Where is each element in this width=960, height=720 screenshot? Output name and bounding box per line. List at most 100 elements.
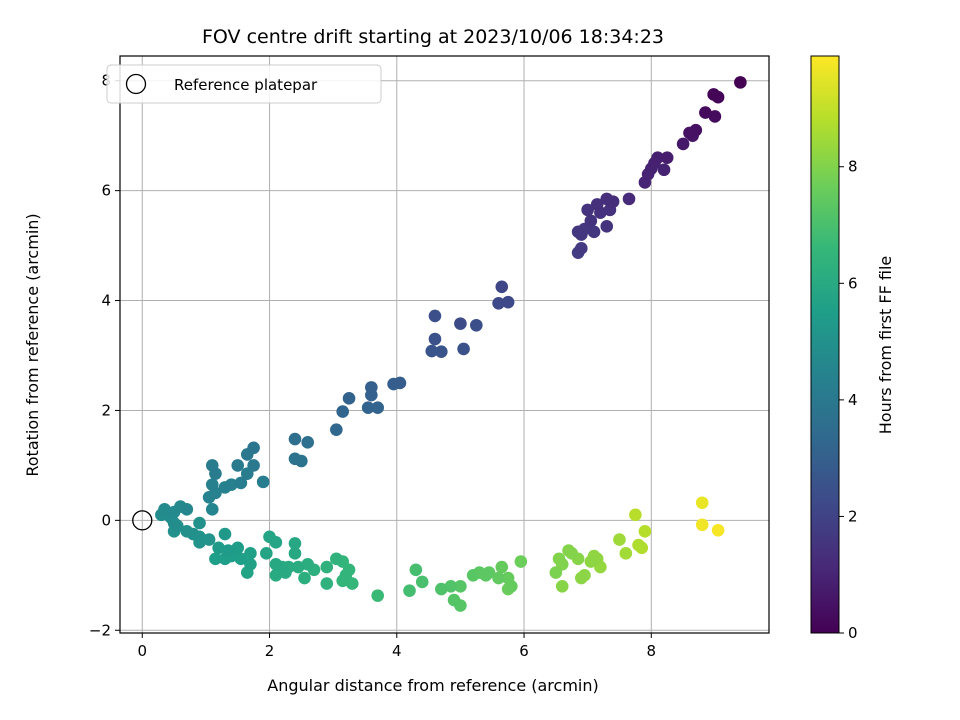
data-point [320, 577, 334, 590]
chart-title: FOV centre drift starting at 2023/10/06 … [202, 26, 664, 48]
data-point [555, 579, 569, 593]
data-point [409, 563, 423, 577]
data-point [205, 459, 219, 472]
data-point [288, 537, 302, 550]
data-point [707, 88, 720, 101]
data-point [205, 478, 219, 491]
data-point [657, 163, 671, 177]
data-point [425, 344, 439, 358]
data-point [180, 525, 194, 538]
data-point [234, 476, 248, 490]
data-point [256, 475, 270, 489]
y-tick-label: 8 [101, 72, 111, 90]
data-point [269, 558, 283, 571]
data-point [578, 569, 591, 582]
data-point [371, 401, 384, 414]
y-tick-label: −2 [89, 621, 111, 639]
data-point [371, 589, 384, 602]
data-point [269, 536, 283, 549]
data-point [301, 558, 315, 571]
legend-label: Reference platepar [174, 76, 318, 94]
data-point [428, 309, 442, 323]
data-point [218, 481, 232, 494]
data-point [288, 452, 302, 466]
data-point [202, 533, 216, 546]
data-point [180, 503, 194, 516]
y-axis-label: Rotation from reference (arcmin) [23, 213, 42, 476]
points-layer [155, 76, 747, 612]
data-point [587, 225, 601, 239]
data-point [342, 392, 356, 405]
data-point [584, 214, 598, 228]
y-ticks: −2 0 2 4 6 8 [89, 72, 120, 639]
data-point [193, 516, 206, 530]
colorbar: 0 2 4 6 8 Hours from first FF file [810, 55, 895, 642]
data-point [209, 552, 222, 566]
data-point [600, 192, 614, 206]
data-point [470, 318, 483, 332]
data-point [428, 332, 442, 346]
data-point [632, 538, 645, 552]
reference-layer [132, 510, 153, 531]
data-point [260, 547, 273, 560]
data-point [435, 345, 448, 358]
data-point [492, 296, 505, 310]
data-point [638, 525, 652, 538]
data-point [619, 547, 633, 560]
data-point [689, 123, 703, 137]
data-point [403, 584, 416, 597]
data-point [231, 541, 245, 555]
data-point [734, 76, 747, 89]
data-point [466, 569, 480, 582]
data-point [492, 571, 505, 585]
x-tick-label: 2 [265, 642, 275, 660]
data-point [158, 503, 171, 516]
data-point [320, 560, 334, 574]
data-point [447, 593, 461, 607]
data-point [301, 436, 315, 449]
data-point [231, 459, 245, 472]
data-point [514, 555, 528, 568]
x-tick-label: 6 [519, 642, 529, 660]
y-tick-label: 2 [101, 401, 111, 419]
data-point [676, 137, 690, 151]
data-point [708, 110, 722, 123]
data-point [629, 508, 642, 522]
data-point [495, 280, 509, 294]
data-point [660, 151, 674, 164]
data-point [361, 401, 375, 414]
colorbar-tick-label: 6 [848, 274, 858, 292]
colorbar-tick-label: 0 [848, 624, 858, 642]
data-point [622, 192, 636, 206]
data-point [212, 541, 225, 555]
data-point [234, 552, 248, 566]
reference-marker [132, 510, 153, 531]
data-point [584, 555, 598, 568]
data-point [218, 527, 232, 541]
data-point [415, 575, 429, 589]
data-point [291, 560, 305, 574]
y-tick-label: 0 [101, 511, 111, 529]
data-point [574, 242, 588, 255]
data-point [330, 552, 343, 566]
data-point [549, 566, 563, 579]
data-point [244, 558, 257, 571]
data-point [454, 579, 467, 593]
data-point [336, 405, 349, 418]
data-point [590, 198, 604, 211]
data-point [221, 544, 235, 557]
x-axis-label: Angular distance from reference (arcmin) [267, 676, 598, 695]
data-point [495, 560, 509, 574]
data-point [581, 203, 594, 217]
legend-box [106, 64, 382, 104]
x-ticks: 0 2 4 6 8 [137, 633, 656, 660]
legend-marker [125, 73, 147, 95]
data-point [457, 342, 470, 356]
data-point [454, 317, 467, 330]
data-point [479, 569, 493, 582]
colorbar-tick-label: 2 [848, 507, 858, 525]
data-point [247, 441, 260, 455]
plot-frame [119, 55, 770, 634]
